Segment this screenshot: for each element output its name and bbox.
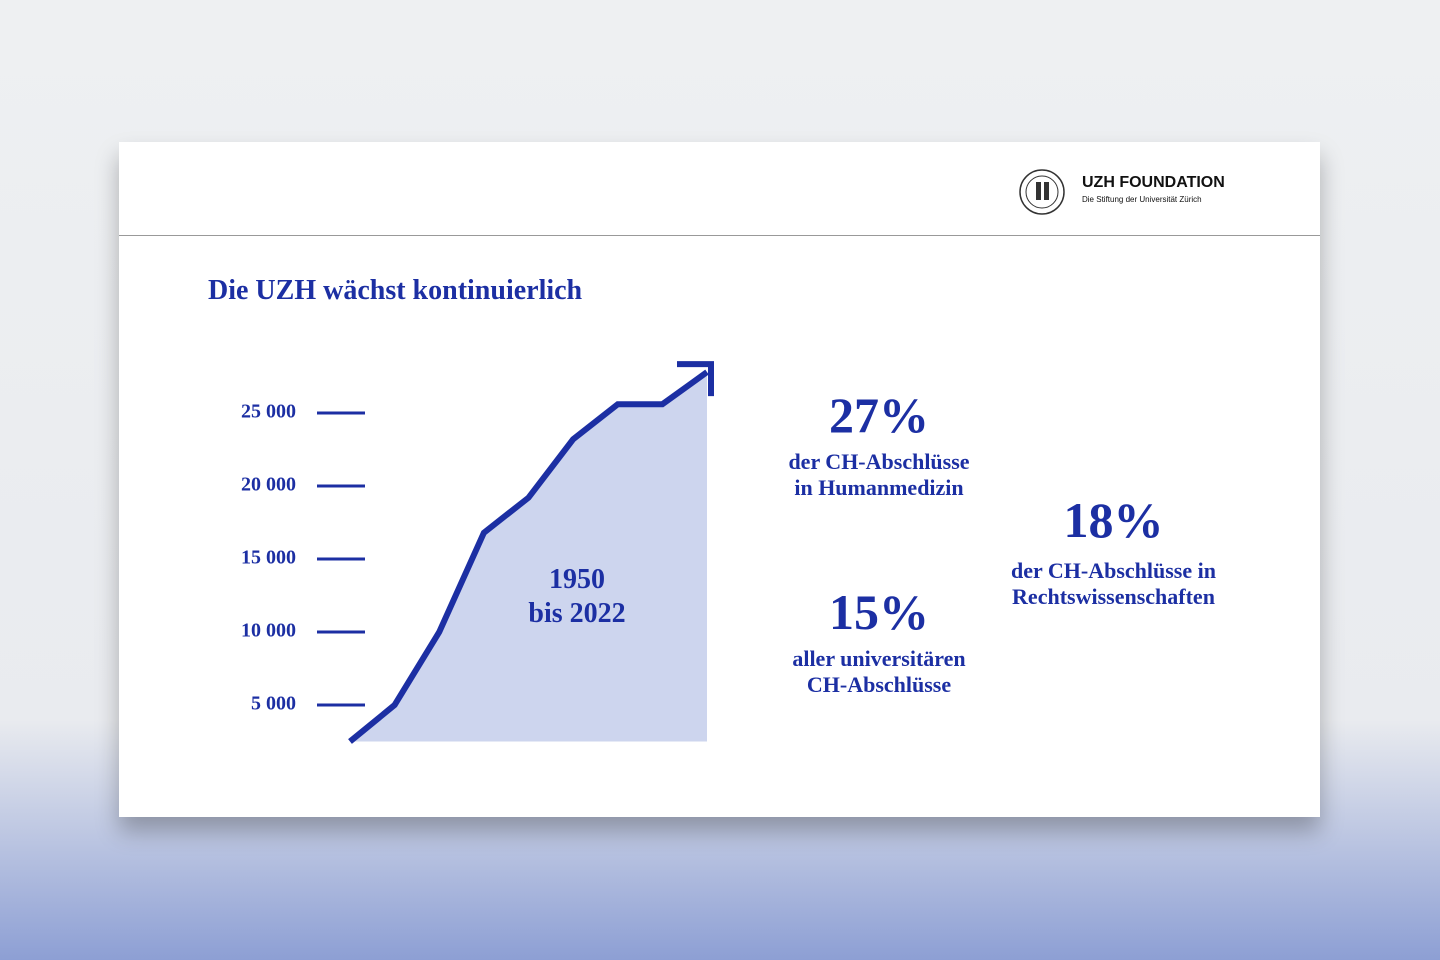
stat-text: Rechtswissenschaften	[1012, 584, 1215, 609]
area-label: 1950	[549, 564, 605, 595]
area	[350, 372, 707, 742]
logo-tower	[1044, 182, 1049, 200]
stat-text: aller universitären	[792, 646, 966, 671]
stat: 18% der CH-Abschlüsse in Rechtswissensch…	[971, 492, 1256, 610]
tagline: Die Stiftung der Universität Zürich	[1082, 195, 1202, 204]
y-tick-label: 5 000	[251, 693, 296, 715]
stat-text: der CH-Abschlüsse in	[1011, 558, 1216, 583]
logo-tower	[1036, 182, 1041, 200]
slide: UZH FOUNDATION Die Stiftung der Universi…	[119, 142, 1320, 817]
stat: 15% aller universitären CH-Abschlüsse	[749, 584, 1009, 698]
stat: 27% der CH-Abschlüsse in Humanmedizin	[749, 387, 1009, 501]
logo-seal	[1019, 169, 1065, 215]
stat-text: der CH-Abschlüsse	[788, 449, 970, 474]
logo: UZH FOUNDATION Die Stiftung der Universi…	[1019, 169, 1225, 215]
stat-value: 15%	[829, 584, 929, 640]
stat-value: 18%	[1063, 492, 1164, 548]
line	[348, 369, 709, 744]
stat-value: 27%	[829, 387, 929, 443]
area-label: bis 2022	[528, 598, 625, 629]
y-tick-label: 15 000	[241, 547, 296, 569]
brand: UZH FOUNDATION	[1082, 174, 1225, 191]
logo-seal-inner	[1025, 175, 1059, 209]
stat-text: CH-Abschlüsse	[806, 672, 952, 697]
y-tick-label: 10 000	[241, 620, 296, 642]
header-rule	[119, 235, 1320, 236]
y-tick-label: 25 000	[241, 401, 296, 423]
chart: UZH FOUNDATION Die Stiftung der Universi…	[208, 169, 1225, 744]
stat-text: in Humanmedizin	[794, 475, 964, 500]
arrow-head	[677, 361, 714, 397]
y-tick-label: 20 000	[241, 474, 296, 496]
chart-title: Die UZH wächst kontinuierlich	[208, 275, 583, 306]
